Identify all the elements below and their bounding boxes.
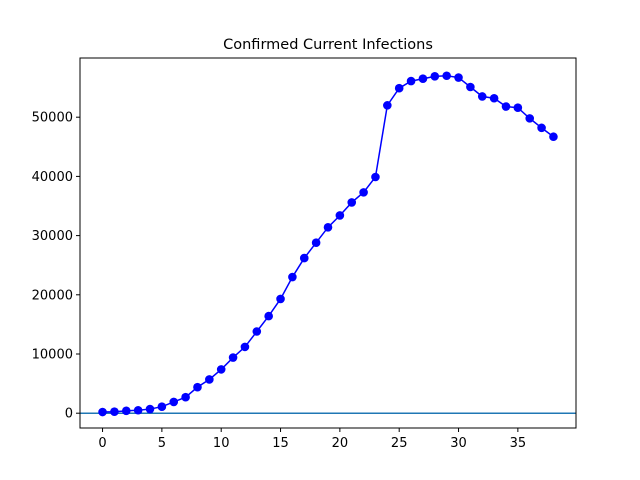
x-tick-label: 20: [332, 436, 349, 451]
data-point: [216, 365, 226, 374]
data-point: [240, 342, 250, 352]
data-point: [323, 223, 333, 232]
y-tick-label: 50000: [32, 111, 73, 126]
x-tick-label: 15: [272, 436, 289, 451]
data-point: [205, 375, 214, 384]
x-tick-label: 30: [450, 436, 467, 451]
data-point: [466, 82, 475, 92]
chart-title: Confirmed Current Infections: [223, 37, 433, 53]
data-point: [110, 407, 119, 417]
data-point: [430, 72, 440, 81]
y-tick-label: 20000: [32, 288, 73, 303]
y-tick-label: 0: [65, 407, 73, 422]
plot-area: [80, 71, 576, 417]
data-point: [133, 405, 143, 415]
data-point: [288, 272, 297, 282]
data-point: [549, 132, 558, 142]
data-point: [145, 404, 155, 414]
plot-frame: [79, 57, 577, 429]
y-axis: 0 10000 20000 30000 40000 50000: [32, 111, 80, 422]
data-point: [501, 102, 511, 111]
data-point: [157, 402, 167, 411]
data-point: [477, 92, 487, 101]
data-point: [252, 327, 262, 336]
y-tick-label: 30000: [32, 229, 73, 244]
data-point: [359, 188, 368, 197]
series-line: [102, 75, 554, 413]
data-point: [276, 294, 285, 304]
data-point: [335, 211, 345, 220]
data-point: [383, 101, 392, 110]
data-point: [406, 76, 416, 86]
x-tick-label: 5: [158, 436, 166, 451]
data-point: [193, 382, 202, 392]
data-point: [394, 83, 404, 93]
x-tick-label: 0: [98, 436, 106, 451]
data-point: [442, 71, 451, 81]
data-point: [418, 74, 428, 84]
data-point: [311, 238, 321, 248]
data-point: [181, 392, 190, 402]
data-point: [525, 114, 535, 123]
y-tick-label: 40000: [32, 170, 73, 185]
data-point: [371, 172, 380, 182]
data-point: [347, 198, 357, 207]
x-tick-label: 25: [391, 436, 408, 451]
data-point: [537, 123, 546, 133]
data-point: [228, 353, 238, 362]
x-tick-label: 35: [510, 436, 527, 451]
data-point: [489, 93, 499, 103]
data-point: [121, 406, 131, 416]
y-tick-label: 10000: [32, 348, 73, 363]
data-point: [454, 73, 463, 82]
data-point: [169, 397, 179, 407]
x-axis: 0 5 10 15 20 25 30 35: [98, 428, 526, 451]
data-point: [98, 407, 107, 417]
data-point: [299, 253, 309, 263]
data-point: [513, 103, 523, 113]
data-point: [264, 311, 273, 321]
x-tick-label: 10: [213, 436, 230, 451]
